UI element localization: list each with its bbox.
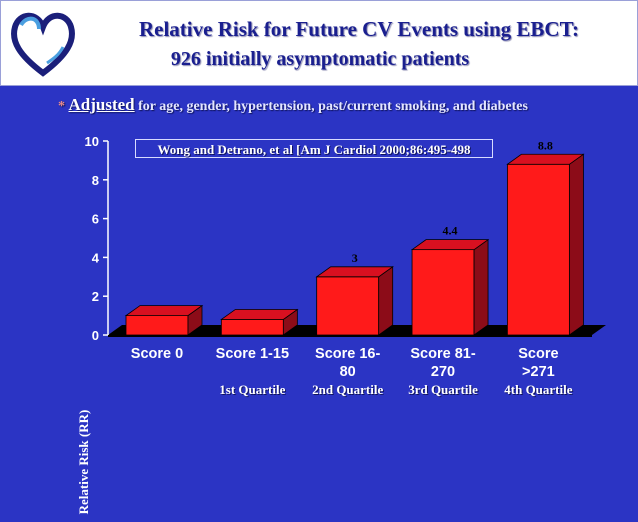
bar bbox=[506, 163, 570, 336]
bar-top bbox=[124, 305, 204, 317]
note-star: * bbox=[58, 99, 65, 114]
quartile-label: 4th Quartile bbox=[504, 382, 573, 397]
x-category-label: Score 0 bbox=[111, 345, 203, 363]
chart-floor-edge bbox=[108, 335, 592, 337]
quartile-label: 2nd Quartile bbox=[312, 382, 384, 397]
bar bbox=[125, 315, 189, 336]
note-text: for age, gender, hypertension, past/curr… bbox=[138, 99, 528, 114]
bar bbox=[316, 276, 380, 336]
bar-data-label: 3 bbox=[352, 251, 358, 265]
x-category-line: Score 16- bbox=[315, 346, 381, 362]
x-category-line: 80 bbox=[339, 364, 356, 380]
bar-chart: 0 2 4 6 8 10 3 4.4 8.8 bbox=[85, 134, 606, 343]
bar-side bbox=[378, 266, 394, 336]
page-title: Relative Risk for Future CV Events using… bbox=[138, 17, 580, 41]
page-subtitle: 926 initially asymptomatic patients bbox=[170, 48, 470, 70]
y-axis-label: Relative Risk (RR) bbox=[76, 409, 91, 515]
x-category-line: Score 1-15 bbox=[215, 346, 290, 362]
y-tick-label: 4 bbox=[92, 250, 100, 265]
x-category-line: 270 bbox=[430, 364, 456, 380]
y-tick-label: 2 bbox=[92, 289, 99, 304]
quartile-label: 1st Quartile bbox=[219, 382, 286, 397]
heart-logo-icon bbox=[11, 12, 75, 77]
x-category-line: >271 bbox=[522, 364, 555, 380]
y-tick-label: 0 bbox=[92, 328, 99, 343]
quartile-label: 3rd Quartile bbox=[408, 382, 478, 397]
note-keyword: Adjusted bbox=[68, 95, 135, 114]
bar bbox=[220, 319, 284, 336]
adjustment-note: * Adjusted for age, gender, hypertension… bbox=[58, 95, 638, 115]
x-category-line: Score 81- bbox=[410, 346, 476, 362]
bar-top bbox=[410, 239, 490, 251]
citation-box: Wong and Detrano, et al [Am J Cardiol 20… bbox=[135, 139, 493, 158]
bar-side bbox=[568, 153, 584, 336]
x-category-label: Score 81- 270 bbox=[397, 345, 489, 381]
x-category-label: Score 1-15 bbox=[206, 345, 298, 363]
bar-data-label: 4.4 bbox=[443, 224, 458, 238]
bar bbox=[411, 249, 475, 336]
bar-top bbox=[220, 309, 299, 320]
x-category-line: Score bbox=[518, 346, 559, 362]
y-tick-label: 10 bbox=[85, 134, 99, 149]
bar-top bbox=[315, 266, 394, 278]
title-banner: Relative Risk for Future CV Events using… bbox=[0, 0, 638, 86]
bar-side bbox=[473, 238, 489, 336]
y-tick-label: 6 bbox=[92, 212, 99, 227]
x-category-label: Score 16- 80 bbox=[302, 345, 394, 381]
bar-data-label: 8.8 bbox=[538, 138, 553, 152]
x-category-line: Score 0 bbox=[130, 346, 184, 362]
y-tick-label: 8 bbox=[92, 173, 99, 188]
x-category-label: Score >271 bbox=[492, 345, 584, 381]
bar-top bbox=[506, 153, 585, 165]
